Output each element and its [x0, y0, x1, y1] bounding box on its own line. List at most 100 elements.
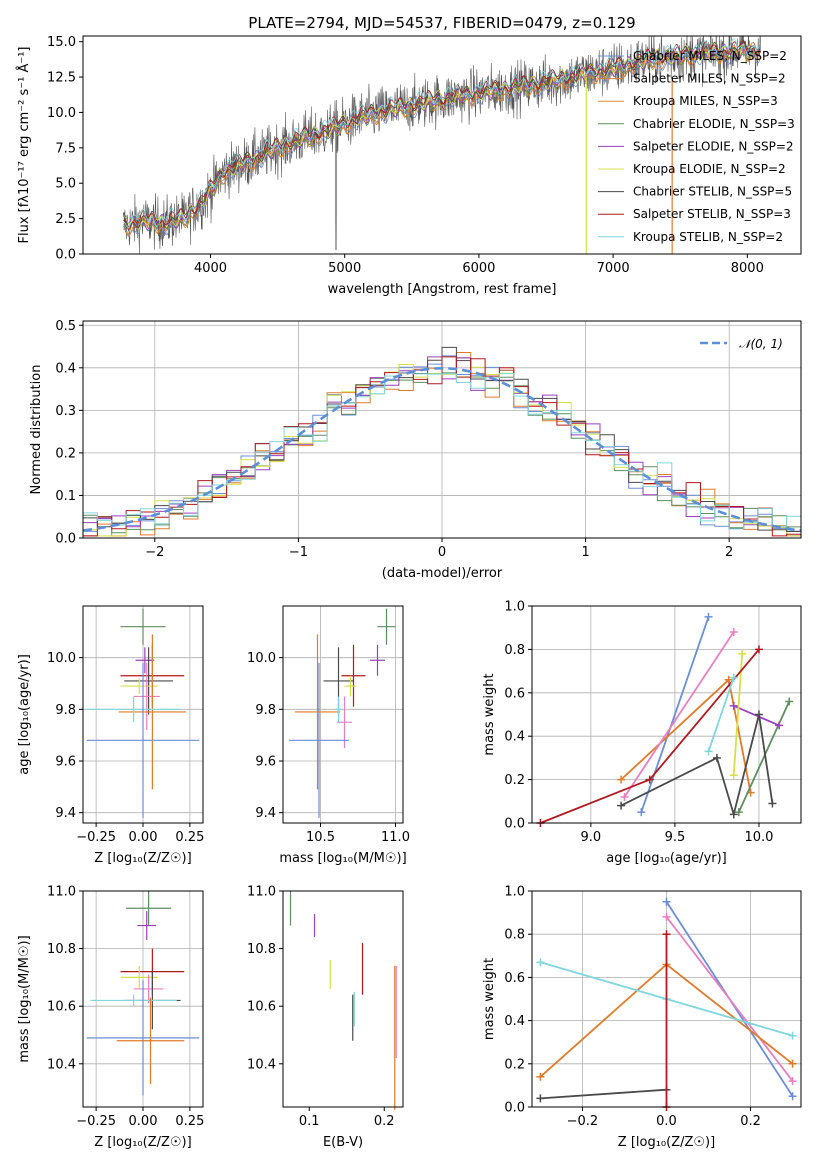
y-tick-label: 0.5: [55, 319, 76, 334]
x-axis-label: Z [log₁₀(Z/Z☉)]: [94, 1135, 191, 1150]
plot-frame: [531, 605, 802, 824]
x-tick-label: 4000: [194, 261, 227, 276]
y-axis-label: Normed distribution: [29, 365, 44, 495]
y-tick-label: 10.4: [247, 1057, 276, 1072]
data-point-errorbar: [124, 647, 173, 715]
chart-title: PLATE=2794, MJD=54537, FIBERID=0479, z=0…: [248, 14, 635, 32]
x-axis-label: wavelength [Angstrom, rest frame]: [328, 282, 557, 297]
x-tick-label: 10.0: [744, 830, 773, 845]
metallicity-mass-weight-chart: −0.2 0.0 0.2 0.0 0.2 0.4 0.6 0.8 1.0 Z [log₁₀(Z/Z…: [482, 885, 802, 1150]
plus-marker: [724, 675, 733, 684]
age-mass-weight-chart: 9.0 9.5 10.0 0.0 0.2 0.4 0.6 0.8 1.0 age [log₁₀(a…: [482, 600, 802, 866]
x-tick-label: 0.2: [374, 1114, 395, 1129]
extinction-mass-chart: 0.1 0.2 10.4 10.6 10.8 11.0 E(B-V): [247, 885, 404, 1150]
data-point-errorbar: [120, 608, 166, 645]
data-point-errorbar: [120, 678, 158, 694]
y-tick-label: 1.0: [504, 600, 525, 615]
x-tick-label: 0.00: [129, 830, 158, 845]
plus-marker: [729, 673, 738, 682]
x-tick-label: 0.1: [299, 1114, 320, 1129]
legend-label: Kroupa STELIB, N_SSP=2: [633, 230, 783, 244]
plus-marker: [637, 808, 646, 817]
y-tick-label: 10.0: [247, 651, 276, 666]
data-point-errorbar: [344, 675, 357, 697]
x-tick-label: −1: [289, 545, 308, 560]
y-tick-label: 0.2: [504, 1057, 525, 1072]
y-tick-label: 0.8: [504, 928, 525, 943]
plus-marker: [536, 1094, 545, 1103]
x-tick-label: 9.0: [581, 830, 602, 845]
legend-label: Chabrier STELIB, N_SSP=5: [633, 185, 792, 199]
x-axis-label: E(B-V): [323, 1135, 363, 1150]
y-tick-label: 0.0: [504, 1101, 525, 1116]
y-tick-label: 2.5: [55, 212, 76, 227]
weight-line: [732, 653, 744, 776]
plus-marker: [775, 721, 784, 730]
y-tick-label: 0.6: [504, 971, 525, 986]
x-tick-label: 0: [438, 545, 446, 560]
x-tick-label: 0.00: [129, 1114, 158, 1129]
y-axis-label: Flux [fλ10⁻¹⁷ erg cm⁻² s⁻¹ Å⁻¹]: [16, 47, 32, 244]
weight-series: [536, 1085, 671, 1103]
plus-marker: [662, 912, 671, 921]
y-tick-label: 9.4: [55, 806, 76, 821]
x-tick-label: 9.5: [665, 830, 686, 845]
y-tick-label: 10.0: [47, 651, 76, 666]
data-point-errorbar: [86, 662, 200, 818]
plus-marker: [788, 1077, 797, 1086]
y-tick-label: 0.2: [504, 773, 525, 788]
x-tick-label: 11.0: [381, 830, 410, 845]
plus-marker: [788, 1059, 797, 1068]
plot-frame: [282, 605, 404, 824]
x-axis-label: (data-model)/error: [382, 566, 503, 581]
data-point-errorbar: [116, 997, 185, 1084]
plus-marker: [729, 701, 738, 710]
model-spectrum-line: [123, 38, 761, 228]
y-tick-label: 9.6: [255, 755, 276, 770]
weight-line: [623, 631, 735, 798]
model-spectrum-line: [123, 40, 761, 230]
plus-marker: [729, 628, 738, 637]
x-tick-label: 0.25: [175, 830, 204, 845]
plus-marker: [788, 1092, 797, 1101]
plus-marker: [536, 958, 545, 967]
x-tick-label: −0.25: [76, 830, 116, 845]
model-spectrum-line: [123, 47, 761, 237]
plus-marker: [785, 697, 794, 706]
metallicity-mass-chart: −0.25 0.00 0.25 10.4 10.6 10.8 11.0 Z [log₁₀(Z/…: [17, 885, 204, 1151]
x-axis-label: Z [log₁₀(Z/Z☉)]: [94, 851, 191, 866]
y-tick-label: 10.8: [47, 942, 76, 957]
plus-marker: [704, 612, 713, 621]
legend-label: Kroupa ELODIE, N_SSP=2: [633, 162, 786, 176]
data-point-errorbar: [120, 965, 158, 989]
legend-label: Salpeter MILES, N_SSP=2: [633, 72, 786, 86]
plus-marker: [734, 808, 743, 817]
legend-label: Kroupa MILES, N_SSP=3: [633, 94, 778, 108]
y-tick-label: 15.0: [47, 35, 76, 50]
plot-frame: [531, 890, 802, 1108]
legend-label: 𝒩(0, 1): [739, 337, 783, 351]
plot-frame: [82, 605, 204, 824]
model-spectrum-line: [123, 41, 761, 231]
y-tick-label: 0.3: [55, 404, 76, 419]
legend-label: Salpeter STELIB, N_SSP=3: [633, 207, 791, 221]
weight-series: [729, 649, 747, 780]
plus-marker: [729, 810, 738, 819]
legend-label: Chabrier MILES, N_SSP=2: [633, 49, 787, 63]
x-tick-label: 8000: [731, 261, 764, 276]
y-tick-label: 0.0: [504, 817, 525, 832]
y-tick-label: 0.6: [504, 686, 525, 701]
y-tick-label: 10.6: [247, 1000, 276, 1015]
x-tick-label: 2: [725, 545, 733, 560]
plus-marker: [617, 801, 626, 810]
plus-marker: [768, 799, 777, 808]
plot-frame: [82, 890, 204, 1108]
y-tick-label: 11.0: [47, 885, 76, 900]
weight-line: [540, 1088, 667, 1100]
x-tick-label: 0.25: [175, 1114, 204, 1129]
y-tick-label: 11.0: [247, 885, 276, 900]
plus-marker: [754, 645, 763, 654]
data-point-errorbar: [335, 696, 342, 723]
data-point-errorbar: [377, 608, 396, 645]
